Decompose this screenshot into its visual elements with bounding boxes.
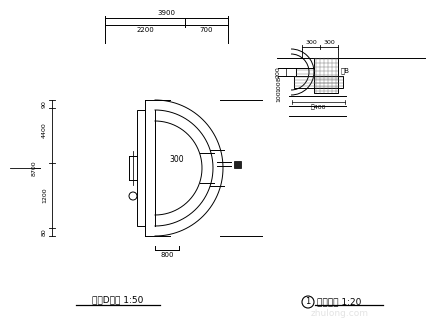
Text: 8700: 8700 [32,160,37,176]
Text: 污400: 污400 [311,104,326,110]
Text: 竖泉大样 1:20: 竖泉大样 1:20 [317,298,361,306]
Bar [314,58,338,93]
Text: 工B: 工B [341,67,350,74]
Text: 300: 300 [305,40,317,45]
Text: 2200: 2200 [136,27,154,33]
Text: 100: 100 [276,90,281,102]
Text: 3900: 3900 [158,10,176,16]
Text: zhulong.com: zhulong.com [311,309,369,318]
Text: 200: 200 [276,66,281,78]
Text: 800: 800 [160,252,174,258]
Bar [137,110,145,226]
Text: 300: 300 [170,156,184,165]
Text: B: B [276,77,281,81]
Bar [296,68,314,76]
Text: 700: 700 [200,27,213,33]
Bar [234,161,241,168]
Text: 1: 1 [305,298,311,306]
Bar [294,76,343,88]
Text: 花池D平面 1:50: 花池D平面 1:50 [92,295,144,304]
Text: 4400: 4400 [42,123,47,138]
Text: 90: 90 [42,100,47,108]
Text: 300: 300 [323,40,335,45]
Text: 1200: 1200 [42,188,47,203]
Text: 100: 100 [276,80,281,92]
Text: 80: 80 [42,228,47,236]
